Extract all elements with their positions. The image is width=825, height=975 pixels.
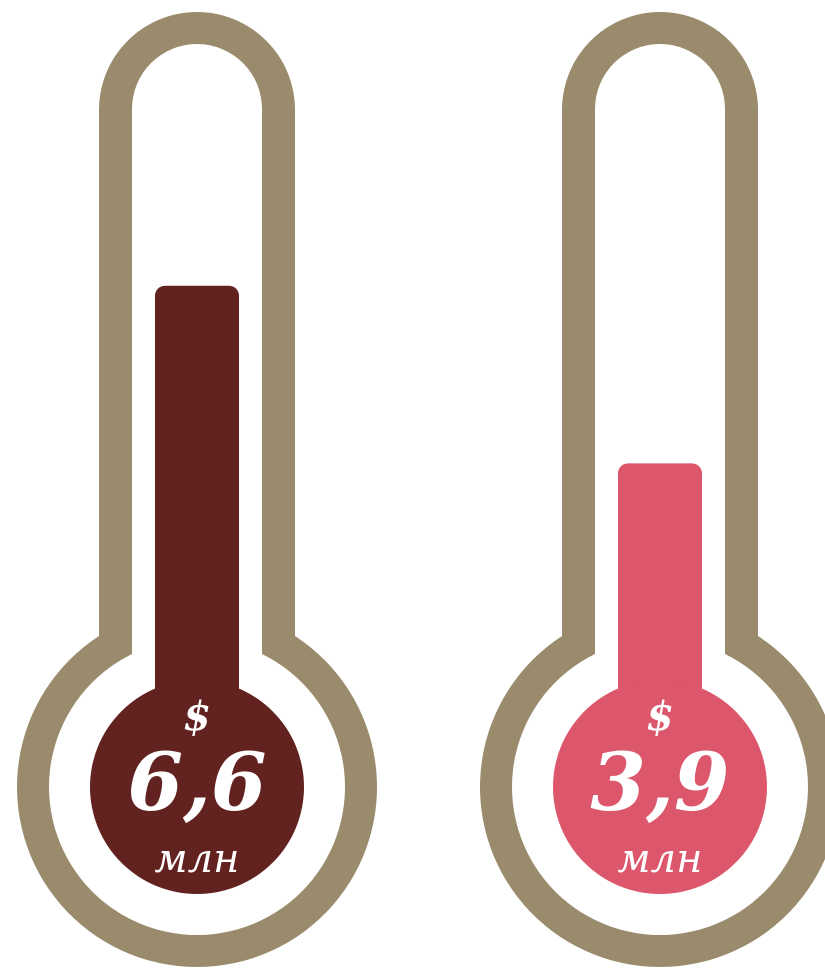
unit-label: млн xyxy=(618,836,703,882)
thermometer-2: $3,9 млн xyxy=(480,12,825,967)
currency-label: $ xyxy=(183,693,211,740)
mercury-bar xyxy=(155,285,239,740)
unit-label: млн xyxy=(155,836,240,882)
value-label: 6,6 xyxy=(127,735,266,829)
mercury-bar xyxy=(618,463,702,740)
thermometer-bulb xyxy=(90,680,304,894)
currency-label: $ xyxy=(646,693,674,740)
value-label: 3,9 xyxy=(590,735,729,829)
thermometer-bulb xyxy=(553,680,767,894)
thermometer-1: $6,6 млн xyxy=(17,12,378,968)
